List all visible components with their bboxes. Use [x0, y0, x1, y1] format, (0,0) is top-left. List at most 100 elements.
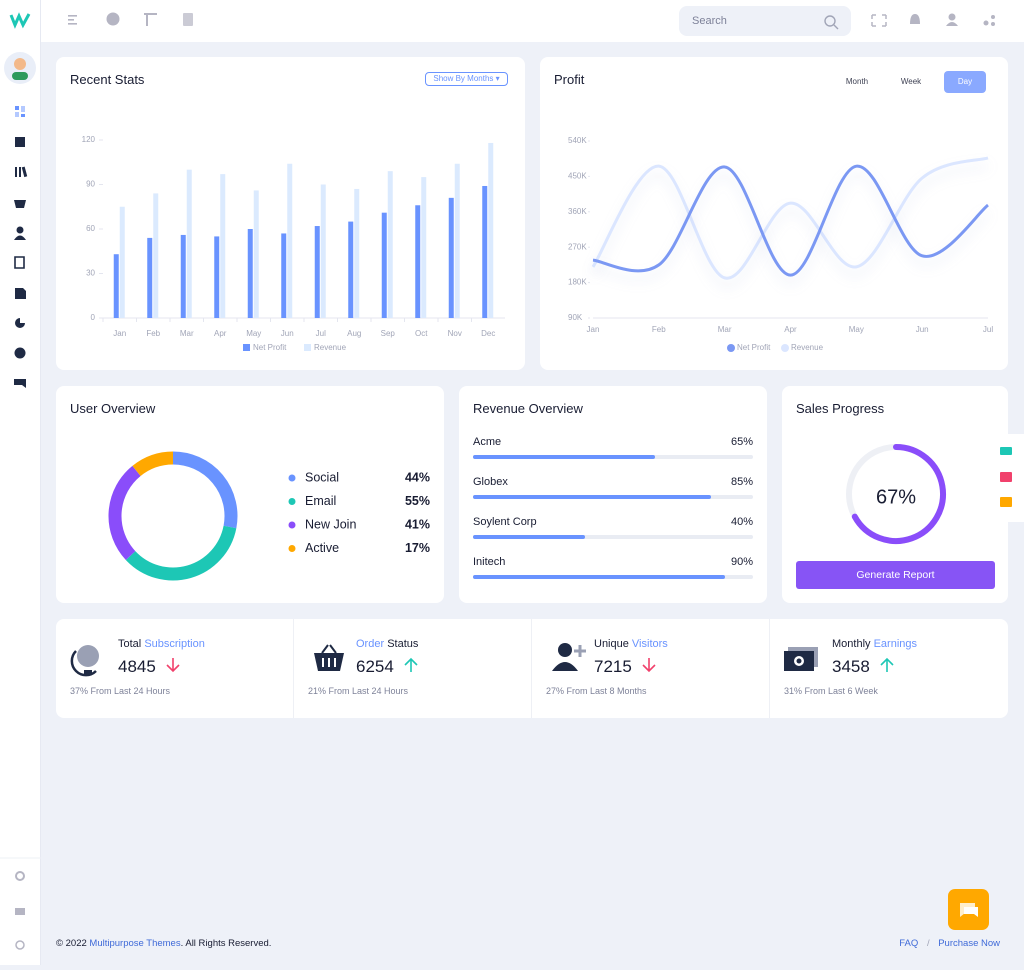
y-tick-label: 450K	[568, 172, 587, 181]
faq-link[interactable]: FAQ	[899, 938, 919, 949]
value: 6254	[356, 657, 394, 676]
bell-icon[interactable]	[910, 14, 920, 24]
progress-value: 90%	[731, 556, 753, 568]
line-series	[591, 156, 989, 280]
progress-label: Soylent Corp	[473, 516, 537, 528]
nav-icon[interactable]	[14, 347, 26, 359]
nav-icon[interactable]	[14, 379, 26, 388]
chat-button[interactable]	[948, 889, 989, 930]
toolbar-icon[interactable]	[1000, 447, 1012, 455]
legend-value: 44%	[405, 470, 430, 484]
apps-icon[interactable]	[983, 20, 989, 26]
chart: Acme 65% Globex 85% Soylent Corp 40% Initech 90…	[473, 436, 753, 579]
bar	[113, 254, 119, 318]
line-series	[592, 164, 989, 277]
nav-icon[interactable]	[14, 200, 26, 208]
clipboard-icon[interactable]	[183, 13, 193, 26]
nav-icon[interactable]	[21, 114, 25, 117]
x-tick-label: Mar	[718, 325, 732, 334]
settings-icon[interactable]	[15, 871, 25, 881]
x-tick-label: May	[849, 325, 864, 334]
menu-icon[interactable]	[68, 23, 77, 25]
bar	[287, 163, 293, 318]
legend-value: 41%	[405, 517, 430, 531]
bar	[180, 234, 186, 318]
stat-value: 4845	[118, 657, 180, 678]
nav-icon[interactable]	[14, 235, 26, 241]
footer-links: FAQ / Purchase Now	[899, 938, 1000, 949]
y-tick-label: 0	[91, 313, 96, 322]
stat-note: 27% From Last 8 Months	[546, 686, 647, 696]
brand-link[interactable]: Multipurpose Themes	[89, 938, 181, 949]
purchase-link[interactable]: Purchase Now	[938, 938, 1000, 949]
title-part: Order	[356, 638, 385, 650]
bar	[387, 171, 393, 318]
nav-icon[interactable]	[15, 137, 25, 147]
bar	[247, 229, 253, 318]
dropdown-button[interactable]: Show By Months ▾	[425, 72, 508, 86]
menu-icon[interactable]	[68, 15, 77, 17]
nav-icon[interactable]	[15, 112, 19, 117]
power-icon[interactable]	[15, 940, 25, 950]
period-button[interactable]: Day	[944, 71, 986, 93]
generate-report-button[interactable]: Generate Report	[796, 561, 995, 589]
trend-arrow	[642, 657, 656, 678]
nav-icon[interactable]	[15, 106, 19, 110]
period-button[interactable]: Week	[900, 77, 922, 86]
stat-title: Monthly Earnings	[832, 638, 917, 650]
legend-dot	[288, 521, 296, 529]
card-title: Profit	[554, 72, 585, 87]
bar	[253, 190, 259, 318]
period-button[interactable]: Month	[845, 77, 869, 86]
nav-icon[interactable]	[15, 288, 26, 299]
nav-icon[interactable]	[21, 106, 25, 112]
button-label: Show By Months	[433, 74, 494, 83]
y-tick-label: 180K	[568, 278, 587, 287]
legend-dot	[288, 498, 296, 505]
stat-tile: Order Status 6254 21% From Last 24 Hours	[294, 619, 532, 718]
legend-value: 17%	[405, 541, 430, 555]
nav-icon[interactable]	[15, 318, 25, 328]
nav-icon[interactable]	[14, 256, 25, 269]
title-part: Earnings	[873, 638, 918, 650]
title-part: Total	[118, 638, 142, 650]
toolbar-icons	[1000, 447, 1012, 507]
user-icon[interactable]	[948, 13, 956, 21]
menu-icon[interactable]	[68, 19, 74, 21]
chat-icon	[960, 903, 978, 917]
stat-title: Order Status	[356, 638, 418, 650]
nav-icon[interactable]	[15, 167, 17, 177]
basket-icon	[314, 644, 344, 671]
progress-bar	[473, 455, 655, 459]
bar	[153, 193, 159, 318]
trend-icon	[642, 658, 656, 673]
apps-icon[interactable]	[991, 15, 995, 19]
profit-card: 90K 180K 270K 360K 450K 540K Jan Feb Mar Apr May Ju…	[540, 57, 1008, 370]
bar	[381, 212, 387, 318]
title-part: Monthly	[832, 638, 871, 650]
bar	[421, 177, 427, 318]
stat-note: 21% From Last 24 Hours	[308, 686, 409, 696]
trend-arrow	[166, 657, 180, 678]
mail-icon[interactable]	[15, 908, 25, 915]
value: 7215	[594, 657, 632, 676]
stat-value: 3458	[832, 657, 894, 678]
bar	[220, 174, 226, 318]
x-tick-label: Jun	[916, 325, 929, 334]
logo[interactable]	[9, 12, 31, 29]
apps-icon[interactable]	[991, 22, 995, 26]
nav-icon[interactable]	[16, 226, 24, 234]
layout-icon[interactable]	[144, 13, 157, 26]
toolbar-icon[interactable]	[1000, 472, 1012, 482]
legend-label: Revenue	[314, 343, 347, 352]
toolbar-icon[interactable]	[1000, 497, 1012, 507]
chat-icon[interactable]	[106, 12, 120, 26]
user-icon[interactable]	[946, 22, 958, 26]
trend-arrow	[404, 657, 418, 678]
x-tick-label: Sep	[381, 329, 396, 338]
donut-segment	[125, 525, 237, 581]
nav-icon[interactable]	[19, 167, 21, 177]
nav-icon[interactable]	[21, 166, 28, 178]
search-box[interactable]: Search	[679, 6, 851, 36]
fullscreen-icon[interactable]	[871, 14, 887, 27]
